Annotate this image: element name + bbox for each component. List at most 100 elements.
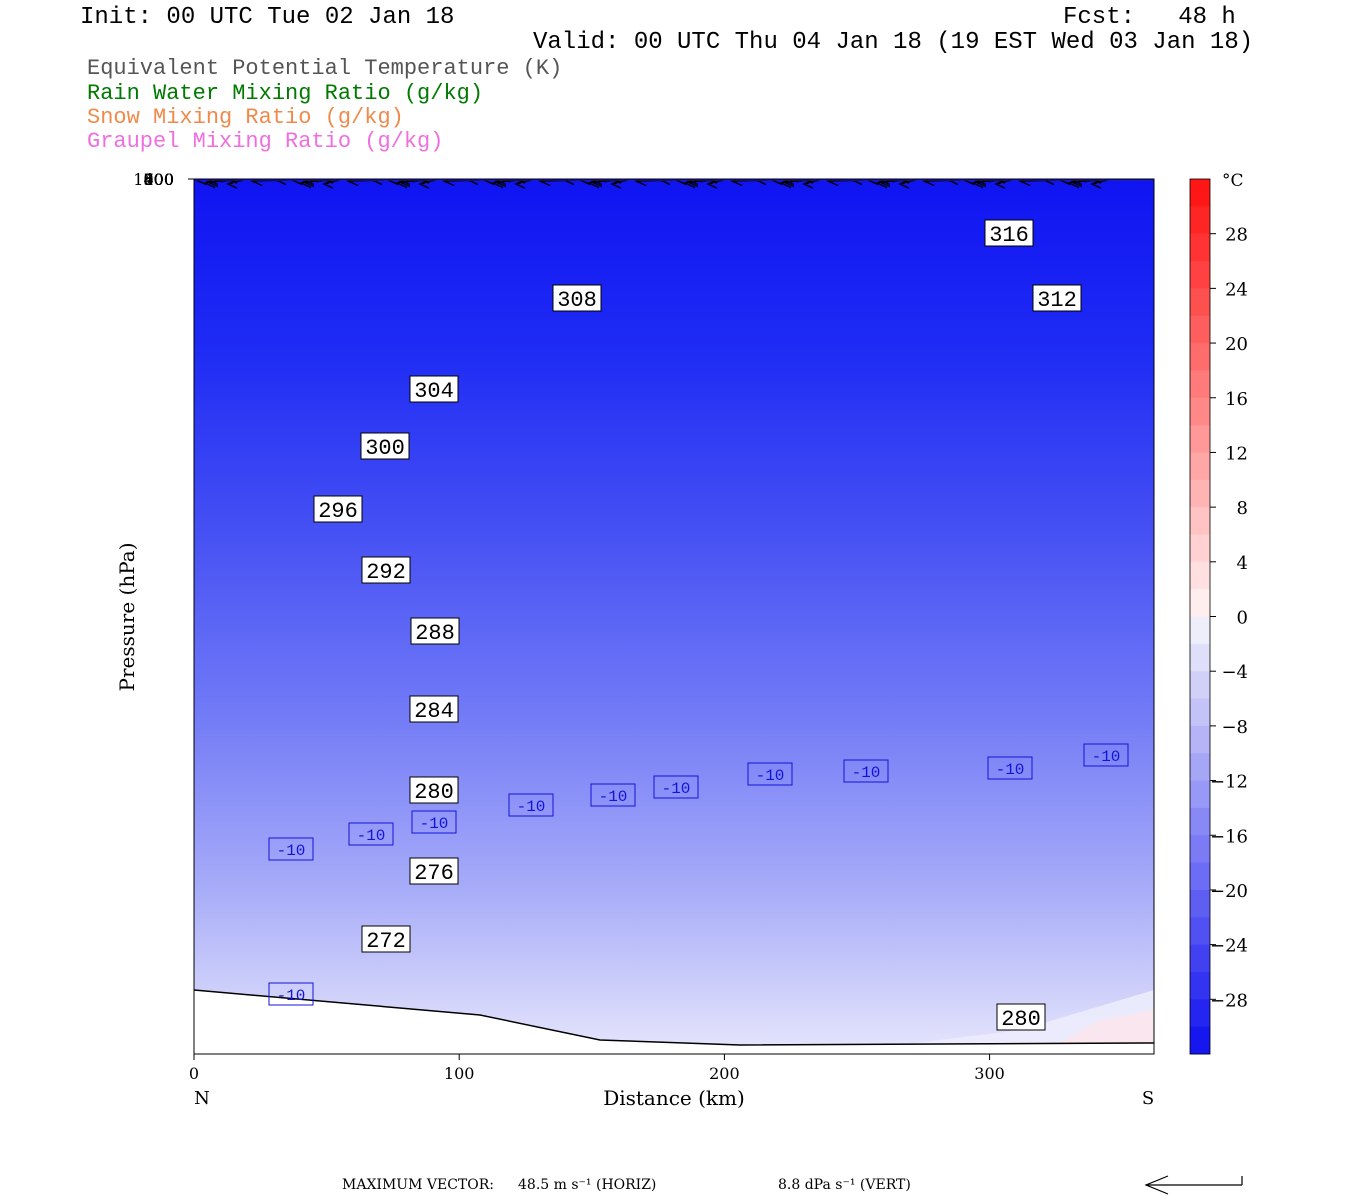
x-axis-north-label: N <box>194 1088 210 1109</box>
colorbar-swatch <box>1190 616 1210 645</box>
reference-vector-arrow <box>1144 1175 1243 1195</box>
colorbar-tick-label: −24 <box>1210 936 1248 957</box>
colorbar-swatch <box>1190 862 1210 891</box>
colorbar-swatch <box>1190 1026 1210 1055</box>
init-time: Init: 00 UTC Tue 02 Jan 18 <box>80 4 455 31</box>
max-vector-horiz: 48.5 m s⁻¹ (HORIZ) <box>518 1177 657 1193</box>
colorbar-tick-label: −4 <box>1221 662 1248 683</box>
svg-text:316: 316 <box>989 223 1029 248</box>
y-tick-label: 400 <box>143 170 174 189</box>
svg-text:-10: -10 <box>517 798 546 816</box>
colorbar-swatch <box>1190 889 1210 918</box>
colorbar-tick-label: −8 <box>1221 717 1248 738</box>
wind-vector <box>406 179 422 183</box>
wind-vector <box>214 179 230 183</box>
svg-text:296: 296 <box>318 499 358 524</box>
x-axis-label: Distance (km) <box>603 1086 745 1110</box>
plot-background <box>194 179 1154 1054</box>
wind-vector <box>310 179 326 183</box>
theta-e-label: 296 <box>313 495 363 524</box>
colorbar-tick-label: −16 <box>1210 826 1248 847</box>
colorbar-swatch <box>1190 425 1210 453</box>
isotherm-label: -10 <box>1083 743 1129 767</box>
isotherm-label: -10 <box>987 756 1033 780</box>
colorbar-swatch <box>1190 288 1210 317</box>
wind-vector <box>226 179 248 184</box>
svg-text:-10: -10 <box>357 827 386 845</box>
wind-vector <box>982 179 998 183</box>
theta-e-label: 292 <box>361 556 411 585</box>
colorbar-swatch <box>1190 698 1210 727</box>
y-tick-label: 800 <box>143 170 174 189</box>
colorbar-swatch <box>1190 561 1210 590</box>
wind-vector <box>694 179 710 183</box>
colorbar-swatch <box>1190 671 1210 700</box>
wind-vector <box>898 179 920 184</box>
wind-vector <box>502 179 518 183</box>
wind-vector <box>598 179 614 183</box>
colorbar-swatch <box>1190 261 1210 289</box>
theta-e-label: 280 <box>996 1003 1046 1032</box>
colorbar-swatch <box>1190 507 1210 535</box>
colorbar-swatch <box>1190 807 1210 836</box>
colorbar-tick-label: 20 <box>1225 334 1248 355</box>
legend-rain: Rain Water Mixing Ratio (g/kg) <box>87 81 484 106</box>
wind-vector <box>1090 179 1112 184</box>
svg-text:276: 276 <box>414 861 454 886</box>
isotherm-label: -10 <box>411 810 457 834</box>
colorbar-swatch <box>1190 780 1210 809</box>
svg-text:-10: -10 <box>420 815 449 833</box>
terrain-below-ground <box>194 990 1154 1054</box>
legend-graupel: Graupel Mixing Ratio (g/kg) <box>87 129 444 154</box>
svg-text:308: 308 <box>557 288 597 313</box>
y-tick-label: 300 <box>143 170 174 189</box>
wind-vector <box>886 179 902 183</box>
contour-labels: 316 312 308 304 300 296 292 288 284 280 276 272 280 -… <box>268 219 1129 1032</box>
svg-text:-10: -10 <box>1092 748 1121 766</box>
isotherm-label: -10 <box>653 775 699 799</box>
colorbar-tick-label: −20 <box>1210 881 1248 902</box>
isotherm-label: -10 <box>268 982 314 1006</box>
colorbar-swatch <box>1190 643 1210 672</box>
colorbar-swatch <box>1190 479 1210 508</box>
colorbar-swatch <box>1190 206 1210 235</box>
colorbar-tick-label: 12 <box>1225 443 1248 464</box>
colorbar-swatch <box>1190 835 1210 864</box>
colorbar-tick-label: 4 <box>1237 553 1248 574</box>
theta-e-label: 276 <box>409 857 459 886</box>
isotherm-label: -10 <box>508 793 554 817</box>
colorbar-swatch <box>1190 944 1210 973</box>
max-vector-vert: 8.8 dPa s⁻¹ (VERT) <box>778 1177 911 1193</box>
theta-e-label: 312 <box>1032 284 1082 313</box>
theta-e-label: 288 <box>410 617 460 646</box>
forecast-hour: Fcst: 48 h <box>1063 4 1236 31</box>
svg-text:-10: -10 <box>996 761 1025 779</box>
wind-vector <box>322 179 344 184</box>
svg-text:312: 312 <box>1037 288 1077 313</box>
colorbar-swatch <box>1190 179 1210 207</box>
wind-vector <box>1078 179 1094 183</box>
colorbar-swatch <box>1190 917 1210 946</box>
x-tick-label: 200 <box>709 1064 740 1083</box>
isotherm-label: -10 <box>268 837 314 861</box>
colorbar-tick-label: 8 <box>1237 498 1248 519</box>
colorbar-swatch <box>1190 725 1210 754</box>
wind-vector <box>418 179 440 184</box>
max-vector-label: MAXIMUM VECTOR: <box>342 1177 494 1193</box>
theta-e-label: 300 <box>360 432 410 461</box>
x-axis: 0 100 200 300 <box>189 1054 1005 1083</box>
theta-e-label: 284 <box>409 695 459 724</box>
y-axis-label: Pressure (hPa) <box>115 543 139 692</box>
isotherm-label: -10 <box>348 822 394 846</box>
colorbar-swatch <box>1190 397 1210 426</box>
wind-vector <box>610 179 632 184</box>
colorbar-swatch <box>1190 452 1210 481</box>
legend-snow: Snow Mixing Ratio (g/kg) <box>87 105 404 130</box>
theta-e-label: 304 <box>409 375 459 404</box>
svg-text:288: 288 <box>415 621 455 646</box>
x-tick-label: 0 <box>189 1064 199 1083</box>
svg-text:-10: -10 <box>277 987 306 1005</box>
colorbar-tick-label: 16 <box>1225 389 1248 410</box>
colorbar-tick-label: −12 <box>1210 772 1248 793</box>
